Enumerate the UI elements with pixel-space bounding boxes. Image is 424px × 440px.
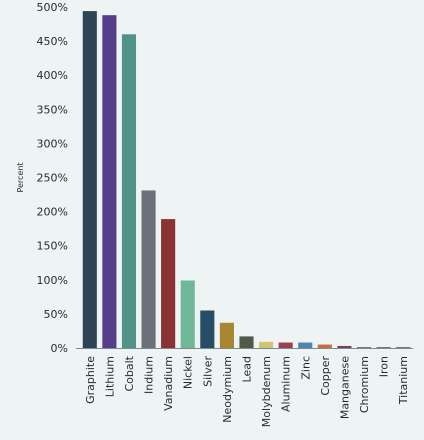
x-tick-label: Vanadium [162,356,175,411]
x-tick-label: Lithium [103,356,116,397]
y-tick-label: 50% [44,308,68,321]
x-tick-label: Neodymium [221,356,234,423]
x-tick-label: Aluminum [280,356,293,412]
y-axis: 0% 50% 100% 150% 200% 250% 300% 350% 400% 450% 500… [37,1,68,355]
x-tick-label: Lead [241,356,254,382]
bar-manganese [337,345,352,348]
x-tick-label: Iron [378,356,391,377]
x-tick-label: Silver [201,356,214,387]
y-tick-label: 250% [37,172,68,185]
bar-lithium [102,15,117,349]
y-tick-label: 300% [37,137,68,150]
x-tick-label: Titanium [397,356,410,405]
category-labels: Graphite Lithium Cobalt Indium Vanadium Nicke… [84,355,410,427]
y-tick-label: 200% [37,206,68,219]
y-tick-label: 350% [37,103,68,116]
y-tick-label: 100% [37,274,68,287]
bar-graphite [82,11,97,348]
x-tick-label: Chromium [358,356,371,413]
bar-cobalt [121,34,137,348]
x-tick-label: Zinc [299,356,312,380]
y-tick-label: 500% [37,1,68,14]
bar-chromium [356,347,372,349]
bar-iron [376,347,391,349]
x-tick-label: Molybdenum [260,356,273,427]
bar-vanadium [161,219,176,348]
x-tick-label: Nickel [182,356,195,389]
bar-molybdenum [259,341,274,348]
bar-neodymium [219,322,234,348]
bar-silver [200,310,215,348]
bar-titanium [396,347,411,349]
x-tick-label: Graphite [84,356,97,404]
y-tick-label: 400% [37,69,68,82]
bar-zinc [298,342,313,348]
bars [82,11,411,349]
x-tick-label: Cobalt [123,355,136,391]
y-tick-label: 0% [51,342,68,355]
y-axis-title: Percent [16,162,25,192]
y-tick-label: 150% [37,240,68,253]
bar-copper [317,344,332,348]
x-tick-label: Indium [143,356,156,394]
bar-nickel [180,280,195,348]
bar-lead [239,336,254,348]
x-tick-label: Copper [319,356,332,396]
bar-indium [141,190,156,348]
x-tick-label: Manganese [338,356,351,419]
y-tick-label: 450% [37,35,68,48]
bar-aluminum [278,342,293,348]
